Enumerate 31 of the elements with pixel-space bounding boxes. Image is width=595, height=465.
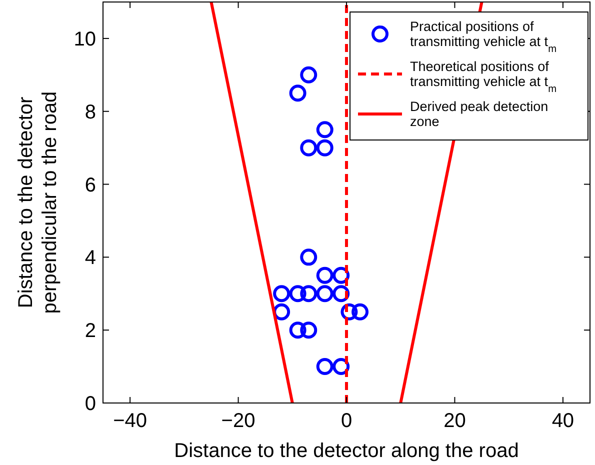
point (300, 285, 318, 302)
y-tick-label: 4 (84, 247, 96, 270)
point (289, 322, 306, 339)
point (300, 139, 318, 156)
point (273, 285, 290, 302)
point (300, 322, 318, 339)
point (316, 139, 334, 156)
y-tick-label: 6 (84, 174, 96, 196)
x-tick-label: −40 (113, 410, 148, 432)
legend-label: Theoretical positions of transmitting vehicle at t$_{m}$ (410, 59, 556, 94)
x-tick-label: 40 (552, 410, 574, 432)
point (289, 84, 306, 102)
y-tick-label: 2 (84, 320, 96, 342)
x-tick-label: −20 (221, 410, 256, 432)
x-tick-label: 20 (444, 410, 466, 432)
point (300, 66, 318, 84)
point (300, 248, 318, 266)
y-tick-label: 10 (74, 28, 96, 50)
point (316, 285, 334, 302)
y-axis-title: Distance to the detector perpendicular to the road (15, 91, 61, 314)
x-tick-label: 0 (340, 410, 352, 432)
y-tick-label: 0 (84, 393, 96, 415)
legend-label: Practical positions of transmitting vehicle at t$_{m}$ (410, 19, 556, 54)
point (289, 285, 306, 302)
y-tick-label: 8 (84, 101, 96, 124)
point (316, 121, 334, 138)
point (316, 358, 334, 376)
x-axis-title: Distance to the detector along the road (174, 440, 519, 462)
point (316, 266, 334, 284)
legend-label: Derived peak detection zone (410, 99, 548, 129)
point (352, 303, 369, 320)
